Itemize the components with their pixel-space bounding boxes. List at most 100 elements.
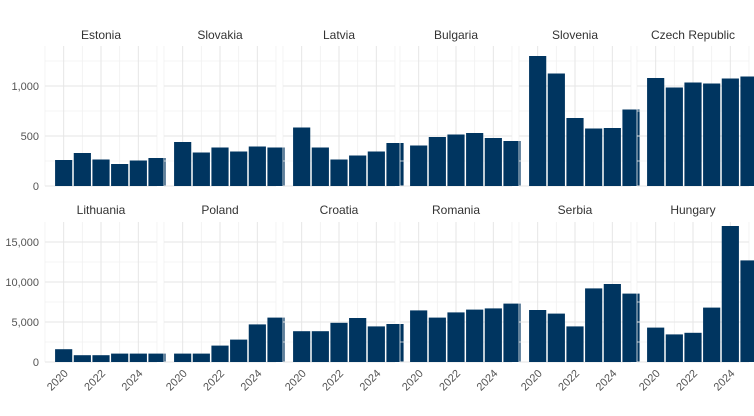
bar <box>566 118 584 186</box>
bar <box>566 326 584 362</box>
bar <box>92 159 110 186</box>
bar <box>622 293 640 362</box>
x-tick-label: 2024 <box>594 368 620 394</box>
panel-serbia: Serbia 2020 2022 2024 <box>518 203 640 394</box>
panel-romania: Romania 2020 2022 2024 <box>399 203 521 394</box>
y-tick-label: 1,000 <box>11 81 39 93</box>
bar <box>73 153 91 186</box>
bar <box>684 82 702 186</box>
bar <box>410 145 428 186</box>
bar <box>367 326 385 362</box>
bar <box>386 324 404 362</box>
bar <box>211 147 229 186</box>
y-tick-label: 0 <box>33 357 39 369</box>
bar <box>503 141 521 186</box>
panel-title: Hungary <box>670 203 715 217</box>
bar <box>740 260 754 362</box>
bar <box>192 152 210 186</box>
x-tick-label: 2020 <box>637 368 663 394</box>
panel-title: Slovakia <box>197 28 243 42</box>
panel-croatia: Croatia 2020 2022 2024 <box>282 203 404 394</box>
bar <box>293 331 311 362</box>
bar <box>721 78 739 186</box>
bar <box>447 134 465 186</box>
bar <box>174 142 192 186</box>
x-tick-label: 2022 <box>674 368 700 394</box>
panel-title: Serbia <box>558 203 593 217</box>
bar <box>174 353 192 362</box>
x-tick-label: 2022 <box>437 368 463 394</box>
panel-estonia: Estonia <box>44 28 166 187</box>
bar <box>466 133 484 186</box>
panel-title: Romania <box>432 203 480 217</box>
panel-slovenia: Slovenia <box>518 28 640 187</box>
bar <box>367 151 385 186</box>
bar <box>684 332 702 362</box>
x-tick-label: 2024 <box>358 368 384 394</box>
y-tick-label: 5,000 <box>11 317 39 329</box>
bar <box>447 312 465 362</box>
panel-hungary: Hungary 2020 2022 2024 <box>636 203 754 394</box>
x-tick-label: 2020 <box>283 368 309 394</box>
bar <box>148 158 166 186</box>
bar <box>330 159 348 186</box>
x-tick-label: 2020 <box>519 368 545 394</box>
panel-title: Czech Republic <box>651 28 735 42</box>
panel-latvia: Latvia <box>282 28 404 187</box>
bar <box>603 284 621 362</box>
bar <box>703 307 721 362</box>
bar <box>665 87 683 186</box>
bar <box>529 56 547 186</box>
bar <box>211 345 229 362</box>
y-tick-label: 0 <box>33 181 39 193</box>
bar <box>428 137 446 186</box>
bar <box>129 160 147 186</box>
panel-bulgaria: Bulgaria <box>399 28 521 187</box>
bar <box>349 155 367 186</box>
bar <box>529 310 547 362</box>
bar <box>129 353 147 362</box>
bar <box>386 143 404 186</box>
bar <box>293 127 311 186</box>
x-tick-label: 2020 <box>45 368 71 394</box>
x-tick-label: 2020 <box>400 368 426 394</box>
bar <box>230 151 248 186</box>
bar <box>647 327 665 362</box>
bar <box>148 353 166 362</box>
bar <box>111 353 129 362</box>
x-tick-label: 2024 <box>239 368 265 394</box>
y-tick-label: 15,000 <box>5 237 39 249</box>
bar <box>111 164 129 186</box>
x-tick-label: 2022 <box>82 368 108 394</box>
panel-title: Estonia <box>81 28 121 42</box>
panel-title: Bulgaria <box>434 28 478 42</box>
x-tick-label: 2024 <box>475 368 501 394</box>
bar <box>547 313 565 362</box>
bar <box>73 355 91 362</box>
bar <box>267 317 285 362</box>
panel-title: Poland <box>201 203 238 217</box>
bar <box>248 146 266 186</box>
bar <box>740 76 754 186</box>
y-tick-label: 10,000 <box>5 277 39 289</box>
x-tick-label: 2020 <box>164 368 190 394</box>
bar <box>665 334 683 362</box>
bar <box>55 349 73 362</box>
bar <box>484 138 502 186</box>
bar <box>311 331 329 362</box>
bar <box>248 324 266 362</box>
bar <box>585 288 603 362</box>
bar <box>230 339 248 362</box>
bar <box>466 309 484 362</box>
panel-slovakia: Slovakia <box>163 28 285 187</box>
bar <box>721 226 739 362</box>
panel-czech-republic: Czech Republic <box>636 28 754 187</box>
bar <box>603 128 621 186</box>
x-tick-label: 2022 <box>320 368 346 394</box>
bar <box>311 147 329 186</box>
bar <box>330 322 348 362</box>
x-tick-label: 2024 <box>120 368 146 394</box>
y-tick-label: 500 <box>21 131 39 143</box>
bar <box>547 73 565 186</box>
